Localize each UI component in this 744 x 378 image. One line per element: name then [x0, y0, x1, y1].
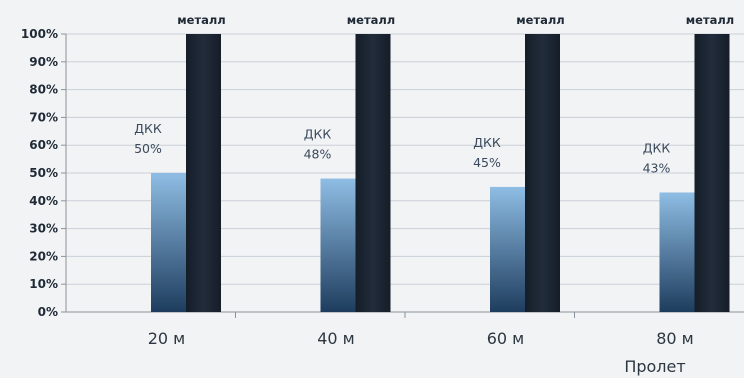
y-tick-label: 30%: [29, 222, 58, 236]
category-label: 20 м: [148, 329, 186, 348]
category-label: 60 м: [487, 329, 525, 348]
y-tick-label: 40%: [29, 194, 58, 208]
data-labels: ДКК 50% металл ДКК 48% металл ДКК 45% металл ДКК 4…: [134, 13, 734, 175]
x-axis-categories: 20 м 40 м 60 м 80 м: [148, 329, 694, 348]
y-axis-ticks: 0% 10% 20% 30% 40% 50% 60% 70% 80% 90% 100%: [21, 27, 66, 319]
dkk-value-label: 50%: [134, 141, 162, 156]
y-tick-label: 100%: [21, 27, 58, 41]
bar-dkk: [151, 173, 186, 312]
dkk-value-label: 43%: [643, 160, 671, 175]
metal-series-label: металл: [516, 13, 564, 27]
x-axis-title: Пролет: [624, 357, 685, 376]
dkk-series-label: ДКК: [304, 127, 332, 142]
dkk-value-label: 48%: [304, 147, 332, 162]
dkk-value-label: 45%: [473, 155, 501, 170]
bar-metal: [186, 34, 221, 312]
bar-metal: [525, 34, 560, 312]
bar-dkk: [320, 178, 356, 312]
y-tick-label: 50%: [29, 166, 58, 180]
y-tick-label: 10%: [29, 277, 58, 291]
bar-metal: [355, 34, 391, 312]
y-tick-label: 60%: [29, 138, 58, 152]
metal-series-label: металл: [686, 13, 734, 27]
bar-metal: [694, 34, 730, 312]
dkk-series-label: ДКК: [643, 140, 671, 155]
bars: [151, 34, 730, 312]
y-tick-label: 90%: [29, 55, 58, 69]
metal-series-label: металл: [347, 13, 395, 27]
dkk-series-label: ДКК: [473, 135, 501, 150]
bar-dkk: [490, 186, 525, 312]
y-tick-label: 0%: [38, 305, 58, 319]
y-tick-label: 70%: [29, 110, 58, 124]
y-tick-label: 80%: [29, 83, 58, 97]
category-label: 40 м: [317, 329, 355, 348]
bar-dkk: [659, 192, 695, 312]
metal-series-label: металл: [177, 13, 225, 27]
category-label: 80 м: [656, 329, 694, 348]
y-tick-label: 20%: [29, 249, 58, 263]
dkk-series-label: ДКК: [134, 121, 162, 136]
